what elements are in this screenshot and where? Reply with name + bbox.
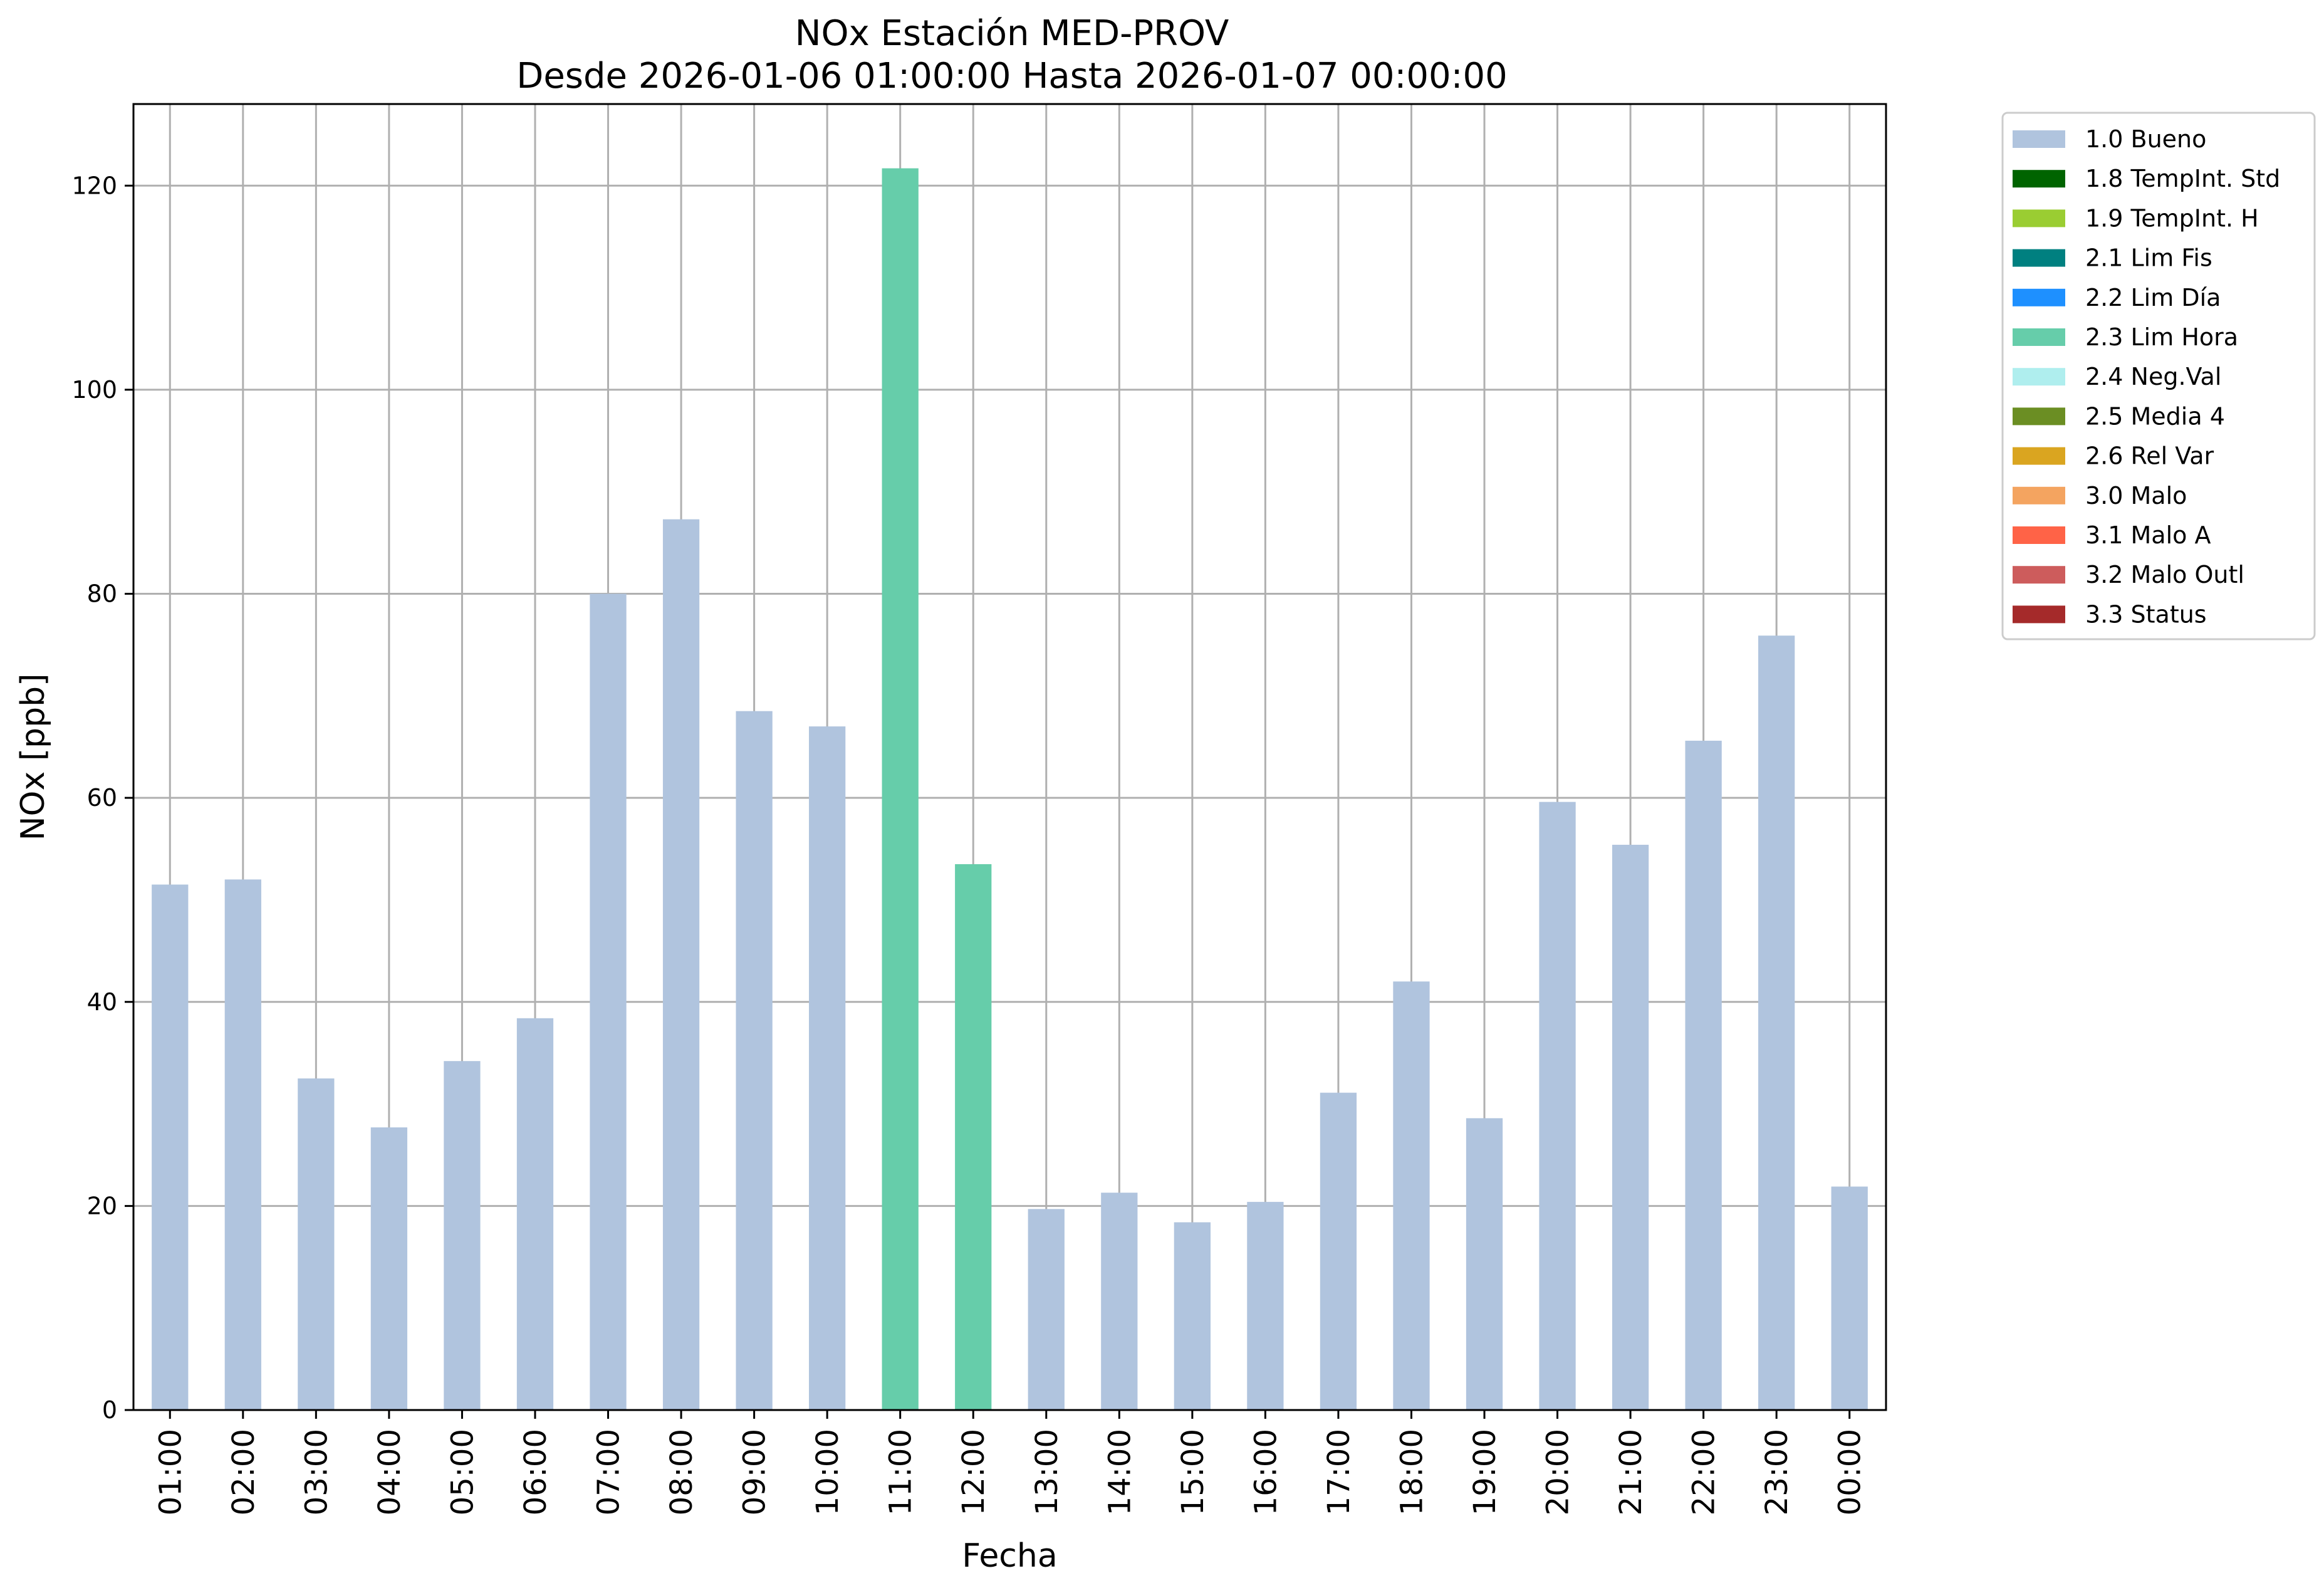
x-tick-label: 14:00 [1102,1429,1137,1515]
legend-items: 1.0 Bueno 1.8 TempInt. Std 1.9 TempInt. H 2… [2013,125,2280,628]
y-axis-ticks: 0 20 40 60 80 100 120 [71,172,133,1424]
x-tick-label: 08:00 [664,1429,699,1515]
bar-2300 [1758,635,1795,1410]
legend-entry-label: 2.6 Rel Var [2085,442,2214,470]
x-tick-label: 16:00 [1248,1429,1283,1515]
bar-1500 [1174,1222,1211,1410]
bar-0200 [224,879,261,1410]
y-tick-label: 80 [87,580,117,608]
legend-swatch [2013,407,2065,426]
x-tick-label: 18:00 [1394,1429,1429,1515]
legend-entry-label: 3.1 Malo A [2085,521,2211,549]
x-tick-label: 17:00 [1321,1429,1357,1515]
bar-2200 [1685,740,1722,1410]
bar-0600 [516,1018,554,1410]
legend-entry-label: 2.5 Media 4 [2085,402,2225,430]
y-tick-label: 60 [87,784,117,812]
x-tick-label: 10:00 [810,1429,845,1515]
legend-box [2001,112,2316,640]
x-tick-label: 12:00 [956,1429,991,1515]
x-tick-label: 21:00 [1613,1429,1649,1515]
legend-entry-label: 2.1 Lim Fis [2085,244,2212,272]
x-tick-label: 01:00 [153,1429,188,1515]
bar-0300 [298,1078,335,1410]
x-tick-label: 15:00 [1175,1429,1211,1515]
plot-frame [132,103,1887,1411]
x-tick-label: 11:00 [883,1429,919,1515]
bar-0900 [736,711,773,1410]
legend-swatch [2013,209,2065,227]
x-tick-label: 00:00 [1833,1429,1868,1515]
legend: 1.0 Bueno 1.8 TempInt. Std 1.9 TempInt. H 2… [2001,112,2316,640]
x-tick-label: 22:00 [1687,1429,1722,1515]
y-tick-label: 20 [87,1192,117,1220]
x-tick-label: 19:00 [1467,1429,1503,1515]
bar-1200 [955,864,992,1410]
chart-subtitle: Desde 2026-01-06 01:00:00 Hasta 2026-01-… [516,56,1508,97]
legend-entry-label: 1.9 TempInt. H [2085,204,2259,232]
legend-swatch [2013,447,2065,465]
bar-0500 [444,1061,481,1410]
bar-1600 [1247,1201,1284,1410]
bar-0700 [590,593,627,1410]
bar-0100 [152,884,189,1410]
bar-1100 [882,168,919,1410]
legend-swatch [2013,170,2065,188]
legend-entry-label: 2.3 Lim Hora [2085,323,2238,351]
y-tick-label: 100 [71,376,117,404]
legend-swatch [2013,605,2065,624]
x-axis-ticks: 01:00 02:00 03:00 04:00 05:00 06:00 07:00 08:00… [153,1410,1868,1515]
bar-0400 [370,1127,408,1410]
bar-1800 [1393,981,1430,1410]
bar-1000 [809,726,846,1410]
x-tick-label: 23:00 [1759,1429,1795,1515]
y-axis-label: NOx [ppb] [14,674,52,841]
y-tick-label: 40 [87,988,117,1016]
bar-1900 [1466,1118,1503,1410]
legend-swatch [2013,130,2065,148]
x-tick-label: 05:00 [445,1429,480,1515]
x-tick-label: 03:00 [299,1429,334,1515]
x-tick-label: 06:00 [518,1429,553,1515]
x-tick-label: 07:00 [591,1429,627,1515]
legend-entry-label: 3.0 Malo [2085,482,2187,509]
bar-0800 [662,519,700,1410]
legend-entry-label: 2.2 Lim Día [2085,284,2221,311]
legend-swatch [2013,368,2065,386]
legend-swatch [2013,249,2065,267]
y-tick-label: 120 [71,172,117,199]
legend-entry-label: 2.4 Neg.Val [2085,363,2221,390]
bar-1400 [1101,1193,1138,1410]
legend-swatch [2013,526,2065,544]
x-axis-label: Fecha [962,1537,1057,1575]
legend-swatch [2013,288,2065,306]
legend-entry-label: 1.8 TempInt. Std [2085,165,2280,192]
bar-1300 [1028,1209,1065,1410]
chart-title: NOx Estación MED-PROV [795,13,1229,54]
legend-entry-label: 3.2 Malo Outl [2085,561,2244,588]
bar-1700 [1320,1092,1357,1410]
legend-entry-label: 3.3 Status [2085,600,2207,628]
bar-0000 [1831,1186,1868,1410]
x-tick-label: 04:00 [372,1429,407,1515]
bar-2000 [1539,802,1576,1410]
legend-entry-label: 1.0 Bueno [2085,125,2206,153]
y-tick-label: 0 [102,1396,117,1424]
legend-swatch [2013,328,2065,346]
bar-2100 [1612,845,1649,1410]
x-tick-label: 02:00 [226,1429,261,1515]
legend-swatch [2013,566,2065,584]
y-gridlines [133,184,1886,1411]
x-tick-label: 09:00 [737,1429,773,1515]
legend-swatch [2013,486,2065,504]
x-tick-label: 13:00 [1029,1429,1065,1515]
bars [152,168,1868,1410]
x-gridlines [169,104,1851,1410]
x-tick-label: 20:00 [1541,1429,1576,1515]
